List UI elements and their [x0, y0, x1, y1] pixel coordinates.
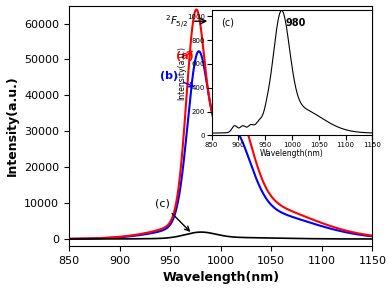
Text: $^2F_{5/2}$: $^2F_{5/2}$	[165, 13, 189, 30]
Text: $^2F_{7/2}$: $^2F_{7/2}$	[215, 13, 239, 30]
X-axis label: Wavelength(nm): Wavelength(nm)	[162, 271, 279, 284]
Text: (b): (b)	[160, 71, 193, 87]
Text: (c): (c)	[155, 199, 189, 231]
Text: (a): (a)	[176, 51, 194, 61]
Y-axis label: Intensity(a.u.): Intensity(a.u.)	[5, 75, 18, 176]
